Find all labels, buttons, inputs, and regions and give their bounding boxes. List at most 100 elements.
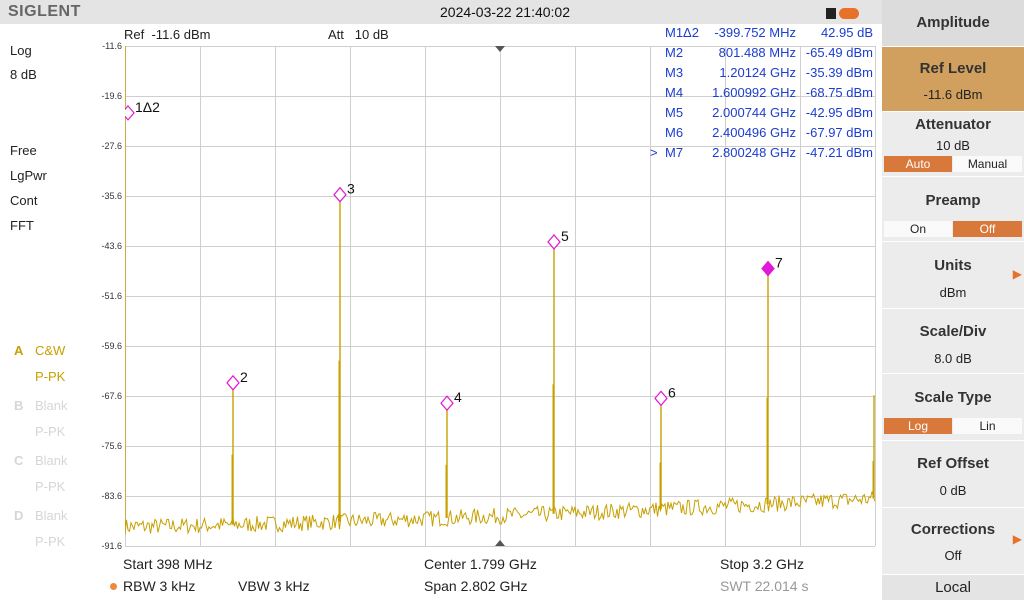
softkey-title: Preamp [925, 192, 981, 209]
start-freq[interactable]: Start 398 MHz [123, 556, 213, 572]
trace-marker-label: 5 [561, 228, 569, 244]
trace-b-letter[interactable]: B [14, 398, 24, 413]
softkey-value: -11.6 dBm [923, 87, 983, 102]
marker-level: -35.39 dBm [805, 65, 873, 80]
trace-b-detector: P-PK [35, 424, 66, 439]
trigger-mode: Free [10, 143, 37, 158]
span[interactable]: Span 2.802 GHz [424, 578, 528, 594]
center-top-triangle-icon [495, 46, 505, 52]
marker-freq: 2.800248 GHz [712, 145, 796, 160]
marker-name[interactable]: M7 [665, 145, 684, 160]
y-tick-label: -11.6 [102, 41, 122, 51]
ref-offset-softkey[interactable]: Ref Offset 0 dB [882, 441, 1024, 507]
trace-marker-label: 3 [347, 181, 355, 197]
marker-name[interactable]: M6 [665, 125, 684, 140]
screen-center-indicators [495, 46, 505, 546]
trace-a-letter[interactable]: A [14, 343, 24, 358]
trace-b-mode[interactable]: Blank [35, 398, 68, 413]
plot-grid [125, 46, 876, 547]
marker-diamond-icon [333, 186, 347, 203]
softkey-value: Off [944, 548, 962, 563]
y-tick-label: -27.6 [101, 141, 122, 151]
menu-title: Amplitude [916, 14, 990, 31]
y-tick-label: -43.6 [101, 241, 122, 251]
softkey-title: Ref Offset [917, 455, 989, 472]
ref-level-softkey[interactable]: Ref Level -11.6 dBm [882, 47, 1024, 111]
trace-d-detector: P-PK [35, 534, 66, 549]
marker-level: -67.97 dBm [805, 125, 873, 140]
marker-name[interactable]: M3 [665, 65, 684, 80]
trace-c-detector: P-PK [35, 479, 66, 494]
brand-logo: SIGLENT [8, 3, 81, 20]
status-bar [0, 0, 882, 24]
marker-level: -68.75 dBm [805, 85, 873, 100]
softkey-value: 10 dB [936, 138, 970, 153]
y-tick-label: -51.6 [101, 291, 122, 301]
trace-c-mode[interactable]: Blank [35, 453, 68, 468]
vbw[interactable]: VBW 3 kHz [238, 578, 310, 594]
y-tick-label: -83.6 [101, 491, 122, 501]
marker-level: -65.49 dBm [805, 45, 873, 60]
softkey-title: Scale/Div [919, 323, 987, 340]
scale-div-softkey[interactable]: Scale/Div 8.0 dB [882, 309, 1024, 373]
rbw-indicator-icon [110, 583, 117, 590]
attenuator-auto-option[interactable]: Auto [884, 156, 952, 172]
scale-div: 8 dB [10, 67, 37, 82]
trace-a-detector: P-PK [35, 369, 66, 384]
marker-freq: 2.000744 GHz [712, 105, 796, 120]
marker-freq: 801.488 MHz [718, 45, 796, 60]
center-freq[interactable]: Center 1.799 GHz [424, 556, 537, 572]
marker-level: -42.95 dBm [805, 105, 873, 120]
rbw[interactable]: RBW 3 kHz [123, 578, 196, 594]
marker-freq: 1.600992 GHz [712, 85, 796, 100]
preamp-softkey[interactable]: Preamp On Off [882, 177, 1024, 241]
status-icons [826, 5, 859, 23]
trace-markers: 1Δ2 2 3 4 5 6 7 [125, 99, 783, 412]
units-softkey[interactable]: Units dBm ▶ [882, 242, 1024, 308]
marker-name[interactable]: M2 [665, 45, 684, 60]
softkey-title: Ref Level [919, 60, 987, 77]
attenuator-manual-option[interactable]: Manual [953, 156, 1022, 172]
marker-freq: 2.400496 GHz [712, 125, 796, 140]
att-value: 10 dB [354, 27, 389, 42]
trace-c-letter[interactable]: C [14, 453, 24, 468]
trace-d-mode[interactable]: Blank [35, 508, 68, 523]
scale-type-log-option[interactable]: Log [884, 418, 952, 434]
y-tick-label: -59.6 [101, 341, 122, 351]
corrections-softkey[interactable]: Corrections Off ▶ [882, 508, 1024, 574]
marker-name[interactable]: M4 [665, 85, 684, 100]
marker-name[interactable]: M1Δ2 [665, 25, 699, 40]
sweep-mode: Cont [10, 193, 38, 208]
softkey-title: Corrections [910, 521, 996, 538]
local-softkey[interactable]: Local [882, 575, 1024, 600]
attenuator-softkey[interactable]: Attenuator 10 dB Auto Manual [882, 112, 1024, 176]
y-tick-label: -75.6 [101, 441, 122, 451]
ref-label: Ref [124, 27, 145, 42]
scale-type-lin-option[interactable]: Lin [953, 418, 1022, 434]
preamp-off-option[interactable]: Off [953, 221, 1022, 237]
sweep-time: SWT 22.014 s [720, 578, 809, 594]
trace-marker-label: 1Δ2 [135, 99, 160, 115]
marker-level: 42.95 dB [820, 25, 873, 40]
y-tick-label: -67.6 [101, 391, 122, 401]
marker-diamond-icon [547, 234, 561, 250]
trace-peaks [125, 46, 875, 527]
marker-diamond-icon [654, 390, 668, 407]
trace-d-letter[interactable]: D [14, 508, 24, 523]
stop-freq[interactable]: Stop 3.2 GHz [720, 556, 805, 572]
lock-icon [826, 8, 836, 20]
submenu-arrow-icon: ▶ [1012, 532, 1022, 546]
detector-mode: LgPwr [10, 168, 47, 183]
marker-name[interactable]: M5 [665, 105, 684, 120]
softkey-menu-title: Amplitude [882, 0, 1024, 46]
att-label: Att [328, 27, 344, 42]
spectrum-plot[interactable]: 1Δ2 2 3 4 5 6 7 [125, 46, 876, 547]
scale-type-softkey[interactable]: Scale Type Log Lin [882, 374, 1024, 440]
marker-level: -47.21 dBm [805, 145, 873, 160]
trace-a-mode[interactable]: C&W [35, 343, 66, 358]
marker-diamond-icon [440, 395, 454, 412]
datetime: 2024-03-22 21:40:02 [440, 4, 570, 20]
preamp-on-option[interactable]: On [884, 221, 952, 237]
usb-icon [839, 8, 859, 20]
marker-diamond-icon [761, 260, 775, 277]
